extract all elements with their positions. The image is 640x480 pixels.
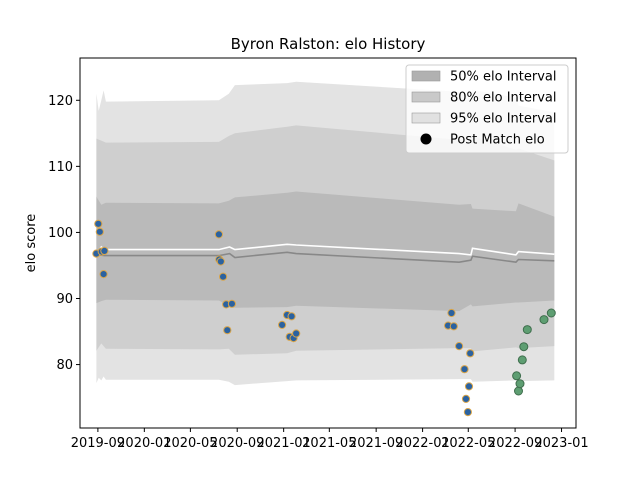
post-match-points bbox=[92, 219, 556, 417]
legend-swatch bbox=[411, 70, 441, 82]
post-match-point bbox=[461, 394, 471, 403]
post-match-point bbox=[219, 272, 228, 281]
y-tick-label: 80 bbox=[56, 358, 73, 373]
chart-title: Byron Ralston: elo History bbox=[231, 35, 426, 53]
post-match-point bbox=[449, 322, 458, 331]
post-match-point bbox=[99, 270, 108, 279]
post-match-point bbox=[515, 379, 525, 389]
legend: 50% elo Interval 80% elo Interval 95% elo … bbox=[405, 64, 569, 154]
plot-area bbox=[79, 57, 577, 429]
y-tick-label: 120 bbox=[48, 94, 73, 109]
post-match-point bbox=[464, 382, 474, 391]
x-tick-label: 2022-05 bbox=[441, 436, 495, 451]
post-match-point bbox=[216, 257, 225, 266]
x-tick-label: 2022-09 bbox=[488, 436, 542, 451]
interval-bands bbox=[96, 81, 555, 386]
legend-label: 50% elo Interval bbox=[450, 70, 557, 85]
median-elo-line bbox=[96, 251, 555, 264]
x-tick-label: 2020-05 bbox=[163, 436, 217, 451]
post-match-point bbox=[539, 315, 549, 325]
mean-elo-line bbox=[95, 243, 555, 256]
x-tick-label: 2023-01 bbox=[534, 436, 588, 451]
post-match-point bbox=[517, 355, 527, 365]
post-match-point bbox=[466, 349, 475, 358]
plot-frame bbox=[79, 57, 577, 429]
post-match-point bbox=[214, 230, 223, 239]
post-match-point bbox=[455, 342, 464, 351]
post-match-point bbox=[227, 299, 236, 308]
post-match-point bbox=[514, 386, 523, 396]
legend-swatch bbox=[411, 112, 441, 124]
post-match-point bbox=[463, 408, 472, 417]
post-match-point bbox=[292, 329, 301, 338]
legend-label: 95% elo Interval bbox=[450, 112, 557, 127]
legend-label: Post Match elo bbox=[450, 133, 545, 148]
post-match-point bbox=[100, 246, 109, 255]
post-match-point bbox=[94, 219, 103, 228]
x-tick-label: 2020-01 bbox=[117, 436, 171, 451]
post-match-point bbox=[278, 320, 287, 329]
legend-box bbox=[405, 64, 569, 154]
legend-swatch bbox=[411, 91, 441, 103]
post-match-point bbox=[519, 342, 529, 352]
post-match-point bbox=[460, 365, 469, 374]
post-match-point bbox=[223, 326, 232, 335]
elo-lines bbox=[95, 243, 555, 264]
x-axis: 2019-092020-012020-052020-092021-012021-… bbox=[71, 428, 589, 451]
post-match-point bbox=[447, 308, 456, 318]
x-tick-label: 2020-09 bbox=[210, 436, 264, 451]
x-tick-label: 2021-09 bbox=[349, 436, 403, 451]
legend-marker bbox=[420, 133, 432, 145]
post-match-point bbox=[546, 308, 556, 318]
band-50-interval bbox=[96, 191, 555, 312]
post-match-point bbox=[95, 227, 104, 236]
y-tick-label: 100 bbox=[48, 226, 73, 241]
y-axis-label: elo score bbox=[24, 214, 39, 273]
x-tick-label: 2019-09 bbox=[71, 436, 125, 451]
y-tick-label: 90 bbox=[56, 292, 73, 307]
y-axis: 80 90 100 110 120 bbox=[48, 94, 80, 373]
x-tick-label: 2021-01 bbox=[256, 436, 310, 451]
x-tick-label: 2021-05 bbox=[302, 436, 356, 451]
legend-label: 80% elo Interval bbox=[450, 91, 557, 106]
x-tick-label: 2022-01 bbox=[395, 436, 449, 451]
post-match-point bbox=[512, 371, 522, 381]
y-tick-label: 110 bbox=[48, 160, 73, 175]
post-match-point bbox=[287, 312, 296, 321]
post-match-point bbox=[522, 325, 532, 335]
